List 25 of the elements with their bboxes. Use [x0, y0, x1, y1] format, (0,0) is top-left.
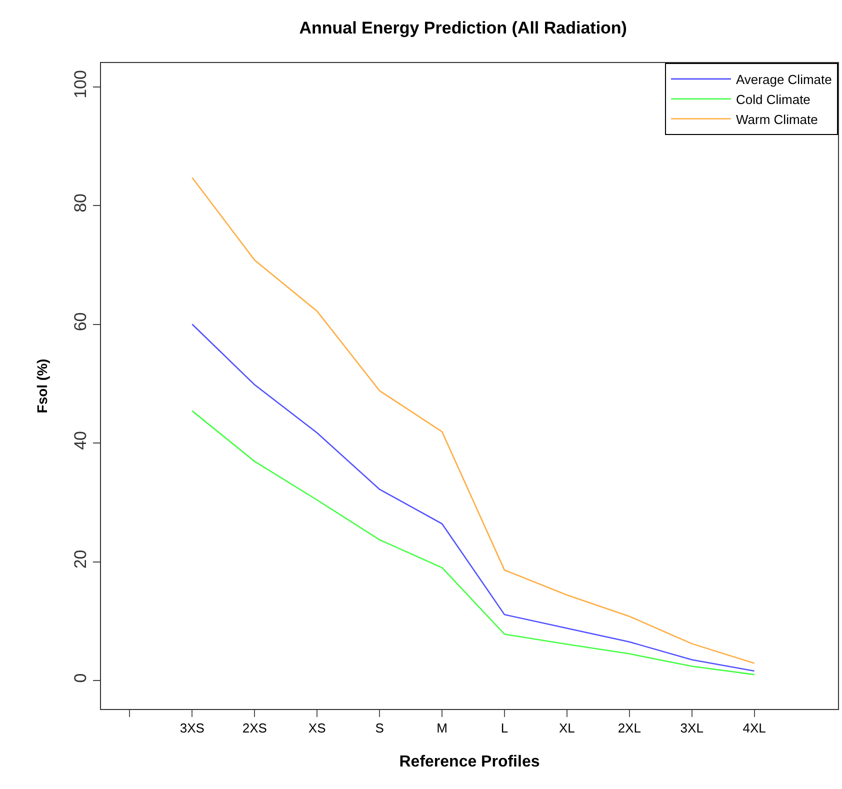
y-axis-title: Fsol (%) — [34, 358, 50, 414]
y-tick-label: 20 — [71, 550, 90, 569]
x-tick-label: 3XS — [180, 720, 205, 736]
x-tick-label: 4XL — [742, 720, 766, 736]
line-series — [192, 410, 755, 676]
line-series — [192, 324, 755, 672]
y-tick-label: 60 — [71, 312, 90, 332]
legend-label: Cold Climate — [736, 92, 810, 107]
x-tick-label: XS — [308, 720, 326, 736]
y-tick-label: 0 — [71, 673, 90, 683]
x-tick-label: XL — [558, 720, 575, 736]
x-axis-title: Reference Profiles — [399, 753, 540, 770]
y-tick-label: 100 — [71, 70, 90, 98]
x-tick-label: L — [500, 720, 508, 736]
x-tick-label: S — [375, 720, 384, 736]
y-tick-label: 40 — [71, 430, 90, 450]
x-tick-label: 3XL — [680, 720, 704, 736]
line-series — [192, 176, 755, 664]
y-tick-label: 80 — [71, 193, 90, 212]
legend-label: Warm Climate — [736, 112, 818, 127]
x-tick-label: 2XS — [242, 720, 268, 736]
legend-label: Average Climate — [736, 72, 832, 88]
x-tick-label: M — [436, 720, 448, 736]
x-tick-label: 2XL — [618, 720, 641, 736]
chart-title: Annual Energy Prediction (All Radiation) — [299, 18, 627, 38]
